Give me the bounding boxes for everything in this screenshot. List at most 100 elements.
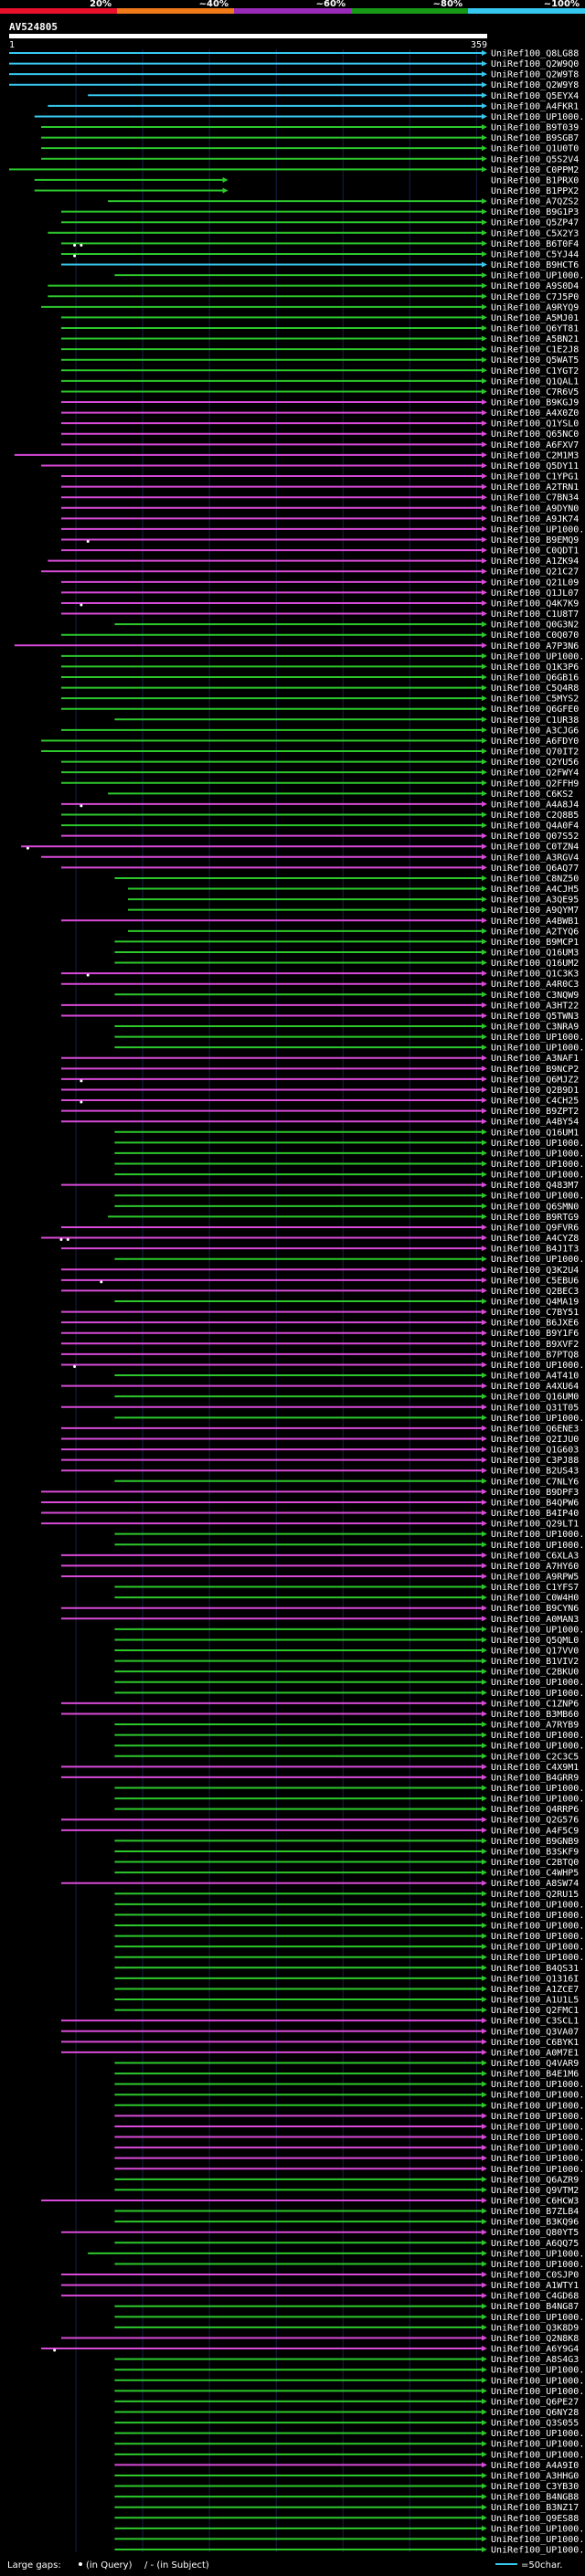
hit-label[interactable]: UniRef100_A5MJ01 [491, 313, 579, 323]
hit-row[interactable]: UniRef100_A5MJ01 [60, 313, 579, 323]
hit-label[interactable]: UniRef100_Q1C3K3 [491, 970, 579, 980]
hit-row[interactable]: UniRef100_UP1000... [114, 2112, 585, 2122]
hit-row[interactable]: UniRef100_UP1000... [114, 1033, 585, 1043]
hit-row[interactable]: UniRef100_Q31T05 [60, 1403, 579, 1413]
hit-row[interactable]: UniRef100_UP1000... [114, 2450, 585, 2460]
hit-row[interactable]: UniRef100_UP1000... [114, 1689, 585, 1699]
hit-row[interactable]: UniRef100_A4FKR1 [48, 101, 579, 111]
hit-label[interactable]: UniRef100_B6JXE6 [491, 1319, 579, 1329]
hit-row[interactable]: UniRef100_Q3K2U4 [60, 1266, 579, 1276]
hit-row[interactable]: UniRef100_B3NZ17 [114, 2503, 579, 2513]
hit-row[interactable]: UniRef100_Q3K8D9 [114, 2323, 579, 2333]
hit-row[interactable]: UniRef100_Q5QML0 [114, 1636, 579, 1646]
hit-row[interactable]: UniRef100_A3CJG6 [60, 726, 579, 736]
hit-label[interactable]: UniRef100_Q1U0T0 [491, 144, 579, 154]
hit-row[interactable]: UniRef100_Q2IJU0 [60, 1435, 579, 1445]
hit-row[interactable]: UniRef100_Q9VTM2 [114, 2186, 579, 2196]
hit-label[interactable]: UniRef100_UP1000... [491, 2144, 585, 2154]
hit-label[interactable]: UniRef100_Q9ES88 [491, 2514, 579, 2524]
hit-row[interactable]: UniRef100_C1YGT2 [60, 366, 579, 376]
hit-label[interactable]: UniRef100_UP1000... [491, 2091, 585, 2101]
hit-row[interactable]: UniRef100_UP1000... [114, 2101, 585, 2111]
hit-label[interactable]: UniRef100_B9EMQ9 [491, 535, 579, 546]
hit-row[interactable]: UniRef100_B9KGJ9 [60, 398, 579, 408]
hit-row[interactable]: UniRef100_Q2FMC1 [114, 2006, 579, 2016]
hit-row[interactable]: UniRef100_Q4VAR9 [114, 2059, 579, 2069]
hit-label[interactable]: UniRef100_A9DYN0 [491, 504, 579, 514]
hit-row[interactable]: UniRef100_B4QPW6 [41, 1498, 579, 1508]
hit-label[interactable]: UniRef100_A7HY60 [491, 1562, 579, 1572]
hit-row[interactable]: UniRef100_Q2BEC3 [60, 1287, 579, 1297]
hit-row[interactable]: UniRef100_UP1000... [114, 2313, 585, 2323]
hit-row[interactable]: UniRef100_C0Q070 [60, 631, 579, 641]
hit-row[interactable]: UniRef100_B1VIV2 [114, 1657, 579, 1667]
hit-row[interactable]: UniRef100_UP1000... [114, 1742, 585, 1752]
hit-label[interactable]: UniRef100_UP1000... [491, 1900, 585, 1910]
hit-row[interactable]: UniRef100_A7QZS2 [108, 197, 579, 207]
hit-label[interactable]: UniRef100_UP1000... [491, 1033, 585, 1043]
hit-row[interactable]: UniRef100_UP1000... [114, 1530, 585, 1540]
hit-row[interactable]: UniRef100_B6T0F4 [60, 239, 579, 249]
hit-row[interactable]: UniRef100_UP1000... [114, 1784, 585, 1794]
hit-row[interactable]: UniRef100_B9ZPT2 [60, 1107, 579, 1117]
hit-label[interactable]: UniRef100_A1ZK94 [491, 557, 579, 567]
hit-label[interactable]: UniRef100_B9G1P3 [491, 207, 579, 217]
hit-label[interactable]: UniRef100_B7ZLB4 [491, 2207, 579, 2217]
hit-label[interactable]: UniRef100_Q2N8K8 [491, 2334, 579, 2344]
hit-label[interactable]: UniRef100_C2M1M3 [491, 451, 579, 461]
hit-row[interactable]: UniRef100_Q1K3P6 [60, 663, 579, 673]
hit-row[interactable]: UniRef100_B7ZLB4 [114, 2207, 579, 2217]
hit-row[interactable]: UniRef100_Q6GFE0 [60, 705, 579, 715]
hit-row[interactable]: UniRef100_A5BN21 [60, 334, 579, 345]
hit-label[interactable]: UniRef100_B9CYN6 [491, 1604, 579, 1614]
hit-row[interactable]: UniRef100_UP1000... [114, 2440, 585, 2450]
hit-label[interactable]: UniRef100_Q2BEC3 [491, 1287, 579, 1297]
hit-label[interactable]: UniRef100_UP1000... [491, 2101, 585, 2111]
hit-label[interactable]: UniRef100_Q16UM3 [491, 948, 579, 958]
hit-row[interactable]: UniRef100_C3PJ88 [60, 1456, 579, 1466]
hit-row[interactable]: UniRef100_UP1000... [114, 1139, 585, 1149]
hit-row[interactable]: UniRef100_UP1000... [114, 2260, 585, 2270]
hit-label[interactable]: UniRef100_Q4RRP6 [491, 1805, 579, 1815]
hit-row[interactable]: UniRef100_Q1JL07 [60, 588, 579, 599]
hit-label[interactable]: UniRef100_UP1000... [491, 652, 585, 662]
hit-label[interactable]: UniRef100_B9XVF2 [491, 1340, 579, 1350]
hit-label[interactable]: UniRef100_B6T0F4 [491, 239, 579, 249]
hit-label[interactable]: UniRef100_B2US43 [491, 1467, 579, 1477]
hit-row[interactable]: UniRef100_C0SJP0 [60, 2271, 579, 2281]
hit-row[interactable]: UniRef100_C2BTQ0 [114, 1858, 579, 1868]
hit-label[interactable]: UniRef100_C2C3C5 [491, 1752, 579, 1762]
hit-row[interactable]: UniRef100_C5X2Y3 [48, 228, 579, 239]
hit-row[interactable]: UniRef100_Q9ES88 [114, 2514, 579, 2524]
hit-row[interactable]: UniRef100_B2US43 [60, 1467, 579, 1477]
hit-row[interactable]: UniRef100_Q8LG88 [9, 49, 579, 59]
hit-row[interactable]: UniRef100_A7P3N6 [14, 641, 579, 652]
hit-row[interactable]: UniRef100_Q0G3N2 [114, 620, 579, 631]
hit-label[interactable]: UniRef100_UP1000... [491, 1922, 585, 1932]
hit-label[interactable]: UniRef100_Q4VAR9 [491, 2059, 579, 2069]
hit-label[interactable]: UniRef100_Q2FFH9 [491, 779, 579, 789]
hit-label[interactable]: UniRef100_UP1000... [491, 2154, 585, 2164]
hit-row[interactable]: UniRef100_UP1000... [114, 2144, 585, 2154]
hit-label[interactable]: UniRef100_UP1000... [491, 1795, 585, 1805]
hit-label[interactable]: UniRef100_Q16UM2 [491, 959, 579, 969]
hit-label[interactable]: UniRef100_Q17VV0 [491, 1647, 579, 1657]
hit-label[interactable]: UniRef100_UP1000... [491, 1625, 585, 1635]
hit-row[interactable]: UniRef100_B9Y1F6 [60, 1329, 579, 1339]
hit-label[interactable]: UniRef100_B9MCP1 [491, 938, 579, 948]
hit-label[interactable]: UniRef100_A9RPW5 [491, 1572, 579, 1582]
hit-row[interactable]: UniRef100_A4CYZ8 [41, 1234, 579, 1244]
hit-label[interactable]: UniRef100_C2BTQ0 [491, 1858, 579, 1868]
hit-label[interactable]: UniRef100_B9SGB7 [491, 133, 579, 143]
hit-label[interactable]: UniRef100_UP1000... [491, 2165, 585, 2175]
hit-row[interactable]: UniRef100_UP1000... [114, 2535, 585, 2545]
hit-label[interactable]: UniRef100_UP1000... [491, 271, 585, 281]
hit-label[interactable]: UniRef100_Q5WAT5 [491, 355, 579, 366]
hit-label[interactable]: UniRef100_C5EBU6 [491, 1276, 579, 1286]
hit-row[interactable]: UniRef100_B9NCP2 [60, 1065, 579, 1075]
hit-label[interactable]: UniRef100_B9HCT6 [491, 260, 579, 270]
hit-row[interactable]: UniRef100_A8S4G3 [114, 2355, 579, 2365]
hit-row[interactable]: UniRef100_C0TZN4 [21, 843, 579, 853]
hit-label[interactable]: UniRef100_A1WTY1 [491, 2281, 579, 2291]
hit-label[interactable]: UniRef100_UP1000... [491, 2366, 585, 2376]
